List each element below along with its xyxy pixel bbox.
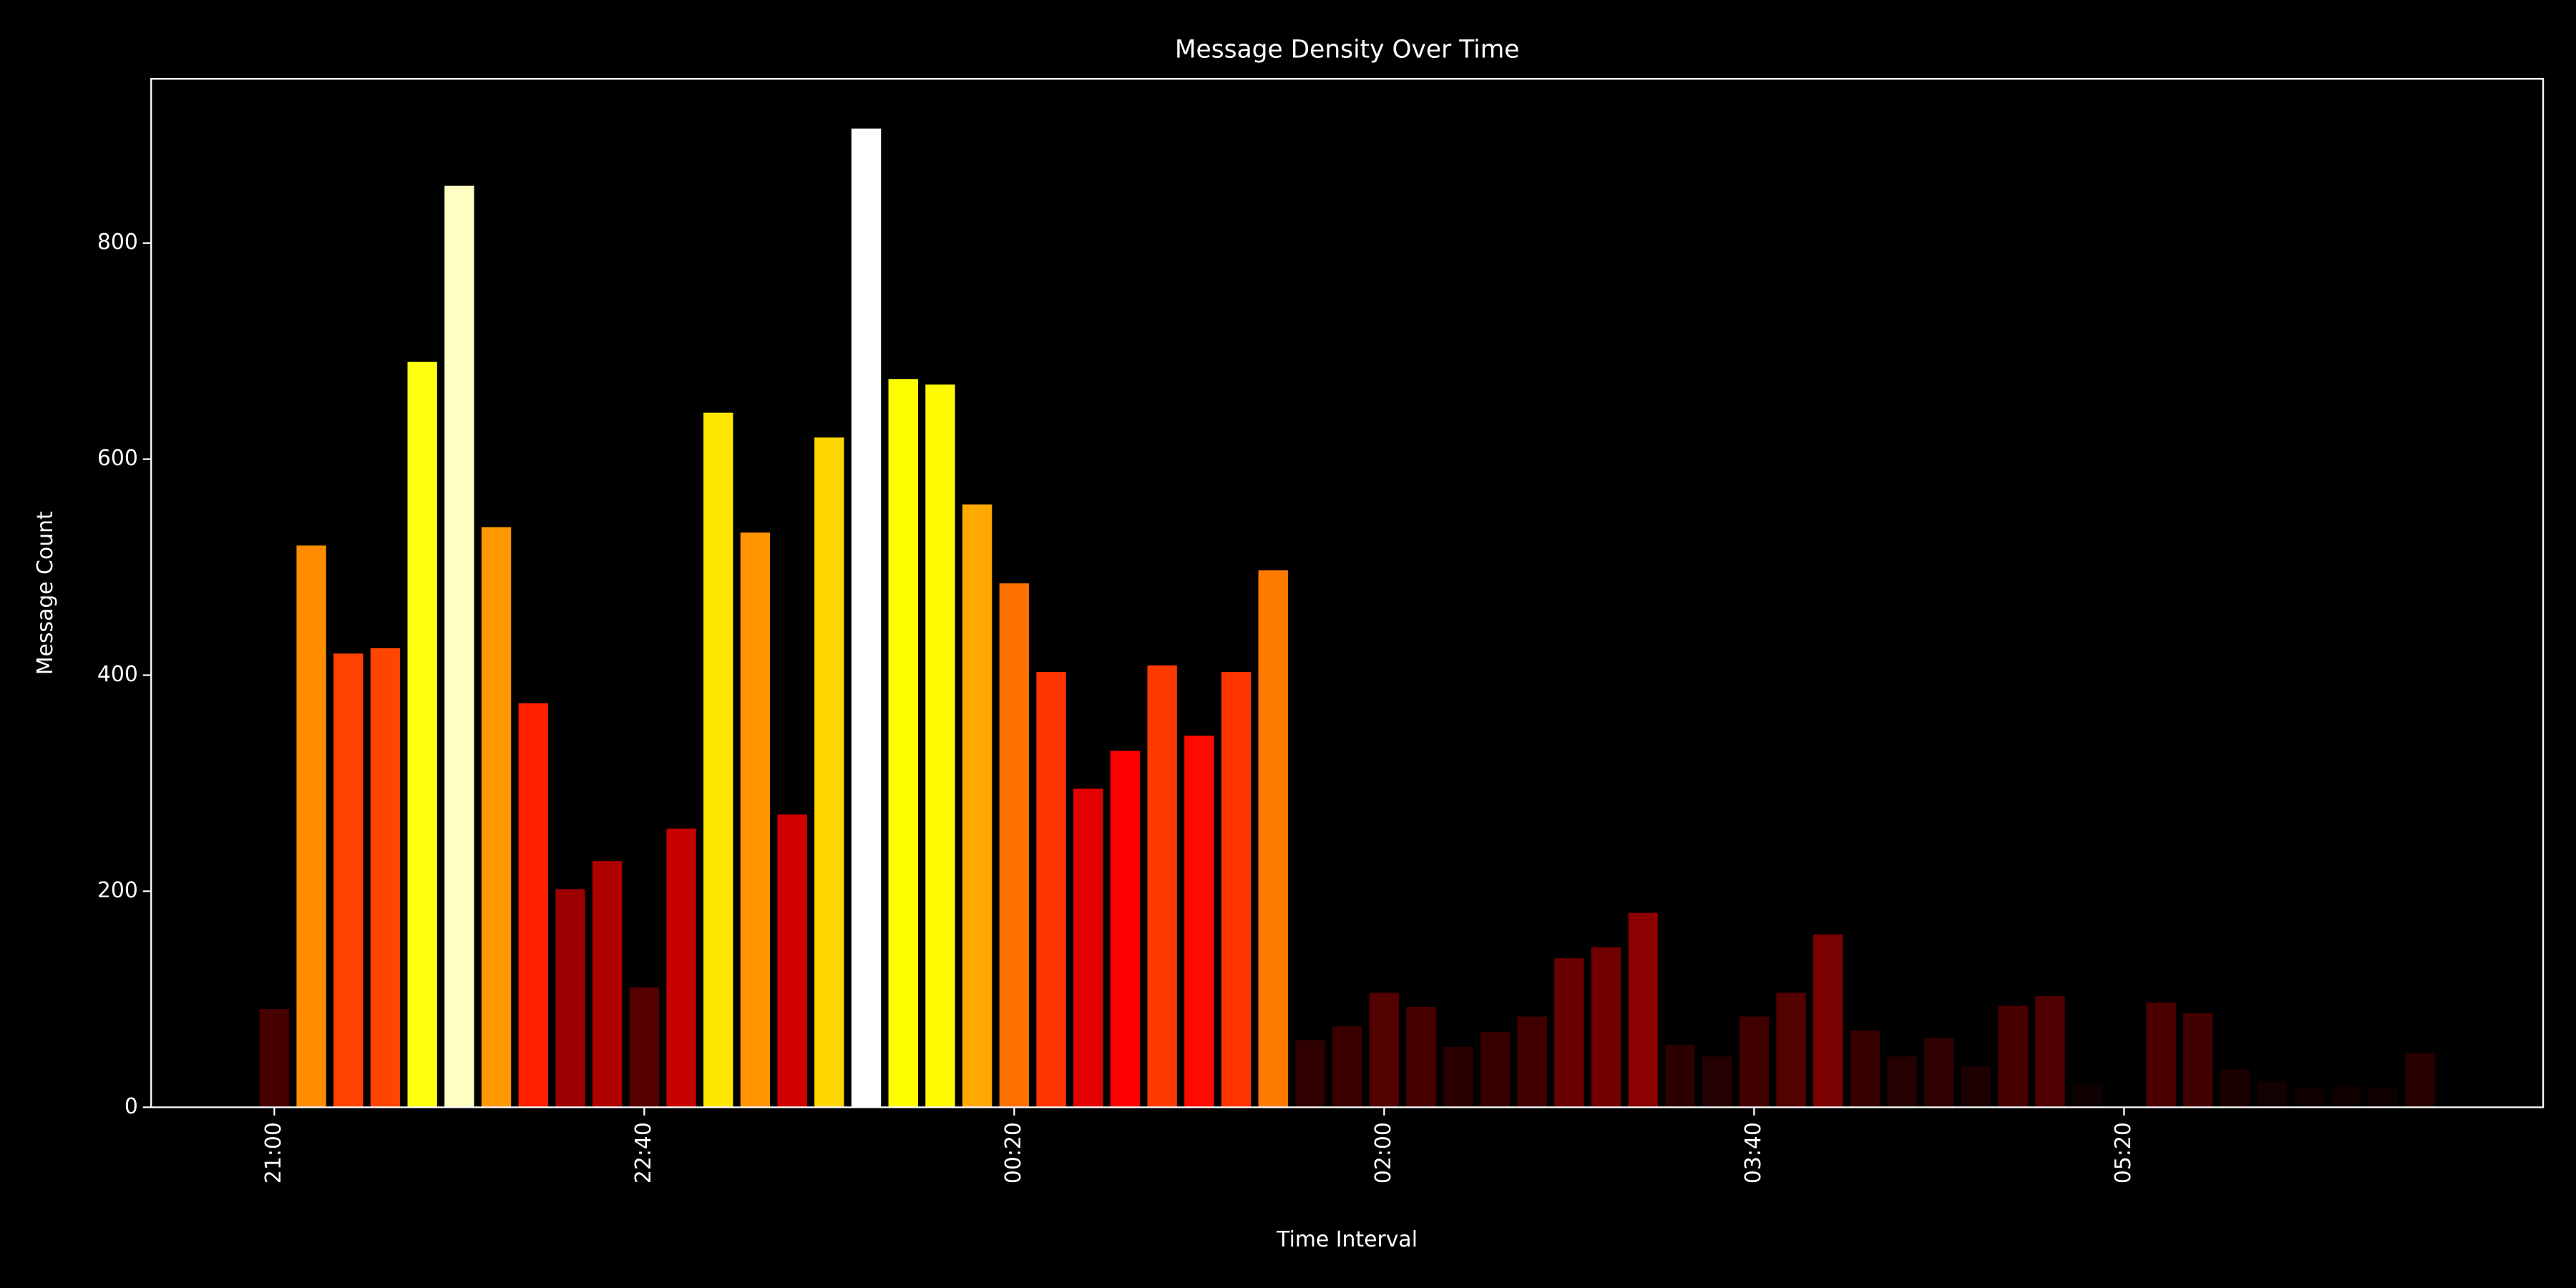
bar bbox=[1850, 1030, 1880, 1108]
bar bbox=[518, 703, 548, 1108]
bar bbox=[2405, 1053, 2435, 1108]
bar bbox=[703, 412, 733, 1108]
bar bbox=[1147, 665, 1177, 1108]
bar bbox=[370, 648, 401, 1108]
bar bbox=[2257, 1081, 2287, 1108]
x-tick-label: 00:20 bbox=[1001, 1122, 1026, 1184]
y-tick-label: 0 bbox=[125, 1094, 138, 1119]
bar bbox=[888, 379, 918, 1108]
bar bbox=[1184, 736, 1214, 1108]
bar bbox=[444, 185, 474, 1108]
bar bbox=[555, 889, 585, 1108]
bar bbox=[296, 545, 326, 1108]
bar bbox=[1332, 1026, 1362, 1108]
bar bbox=[333, 653, 364, 1108]
bar bbox=[1369, 992, 1400, 1108]
bar bbox=[777, 814, 807, 1108]
bar bbox=[2220, 1069, 2250, 1108]
bar bbox=[1739, 1016, 1770, 1108]
bar bbox=[1110, 751, 1141, 1108]
y-tick-label: 800 bbox=[97, 230, 138, 255]
bar bbox=[1591, 947, 1621, 1108]
bar bbox=[2331, 1085, 2361, 1108]
bar bbox=[1961, 1066, 1991, 1108]
bar bbox=[1665, 1044, 1695, 1108]
bar bbox=[2072, 1084, 2102, 1108]
bar bbox=[1924, 1038, 1954, 1108]
bar bbox=[1702, 1056, 1732, 1108]
bar bbox=[2035, 995, 2065, 1108]
y-tick-label: 400 bbox=[97, 662, 138, 687]
bar bbox=[1813, 934, 1843, 1108]
x-tick-label: 03:40 bbox=[1741, 1122, 1766, 1184]
bar bbox=[666, 828, 696, 1108]
x-axis-label: Time Interval bbox=[1276, 1227, 1418, 1252]
bar bbox=[1887, 1056, 1917, 1108]
bar bbox=[592, 861, 623, 1108]
bar bbox=[1998, 1005, 2028, 1108]
bar bbox=[1221, 672, 1252, 1108]
bar bbox=[2368, 1088, 2398, 1108]
bar bbox=[1036, 672, 1066, 1108]
bar bbox=[814, 437, 844, 1108]
bar bbox=[2183, 1013, 2213, 1108]
bar bbox=[1073, 789, 1103, 1108]
bar bbox=[2146, 1002, 2176, 1108]
x-tick-label: 22:40 bbox=[631, 1122, 656, 1184]
bar bbox=[1406, 1007, 1436, 1108]
bar bbox=[999, 583, 1030, 1108]
x-tick-label: 02:00 bbox=[1371, 1122, 1396, 1184]
x-tick-label: 21:00 bbox=[261, 1122, 286, 1184]
bar bbox=[1628, 912, 1658, 1108]
plot-frame bbox=[150, 78, 2545, 1108]
chart-title: Message Density Over Time bbox=[1175, 36, 1520, 64]
bar bbox=[259, 1009, 290, 1108]
bar bbox=[481, 527, 512, 1108]
bar bbox=[407, 361, 437, 1108]
x-tick-label: 05:20 bbox=[2111, 1122, 2136, 1184]
bar bbox=[1443, 1046, 1473, 1108]
bar bbox=[1554, 958, 1584, 1108]
bar bbox=[1776, 992, 1806, 1108]
bar bbox=[2294, 1088, 2324, 1108]
bar bbox=[740, 532, 771, 1108]
bar bbox=[962, 504, 992, 1108]
bar bbox=[851, 128, 882, 1108]
bar bbox=[925, 384, 955, 1108]
bar bbox=[1517, 1016, 1547, 1108]
bar bbox=[1295, 1040, 1325, 1108]
y-tick-label: 600 bbox=[97, 446, 138, 471]
y-axis-label: Message Count bbox=[33, 511, 58, 675]
bar bbox=[1480, 1031, 1511, 1108]
bar bbox=[629, 987, 660, 1108]
bar bbox=[1258, 570, 1288, 1108]
y-tick-label: 200 bbox=[97, 878, 138, 903]
